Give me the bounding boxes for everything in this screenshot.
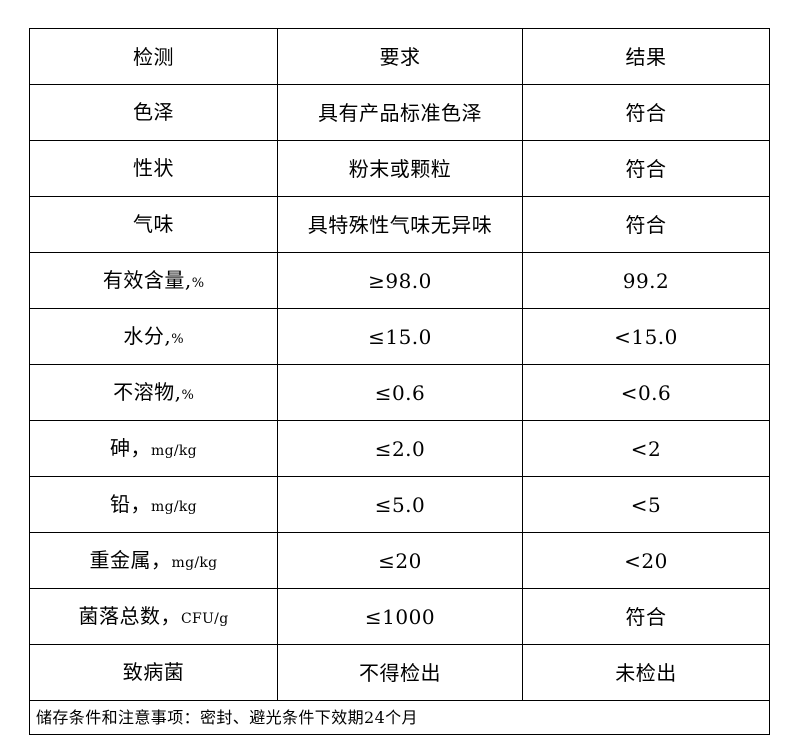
cell-requirement: ≤2.0 — [277, 420, 523, 477]
item-label: 致病菌 — [122, 660, 185, 685]
table-row: 有效含量,% ≥98.0 99.2 — [29, 252, 770, 309]
item-unit: mg/kg — [151, 499, 197, 516]
item-label: 水分, — [123, 324, 172, 349]
item-label: 铅， — [110, 492, 152, 517]
table-row: 重金属，mg/kg ≤20 <20 — [29, 532, 770, 589]
table-header-row: 检测 要求 结果 — [29, 28, 770, 85]
table-row: 色泽 具有产品标准色泽 符合 — [29, 84, 770, 141]
cell-result: 符合 — [522, 196, 770, 253]
table-row: 菌落总数，CFU/g ≤1000 符合 — [29, 588, 770, 645]
cell-requirement: 粉末或颗粒 — [277, 140, 523, 197]
cell-item: 气味 — [29, 196, 278, 253]
cell-requirement: 具特殊性气味无异味 — [277, 196, 523, 253]
item-unit: mg/kg — [171, 555, 218, 572]
item-label: 性状 — [133, 156, 174, 181]
item-label: 气味 — [133, 212, 174, 237]
cell-requirement: ≤5.0 — [277, 476, 523, 533]
cell-requirement: ≤1000 — [277, 588, 523, 645]
table-row: 铅，mg/kg ≤5.0 <5 — [29, 476, 770, 533]
cell-result: <0.6 — [522, 364, 770, 421]
cell-item: 性状 — [29, 140, 278, 197]
item-label: 砷， — [110, 436, 152, 461]
table-row: 水分,% ≤15.0 <15.0 — [29, 308, 770, 365]
cell-result: 符合 — [522, 140, 770, 197]
cell-item: 水分,% — [29, 308, 278, 365]
cell-result: 未检出 — [522, 644, 770, 701]
cell-item: 重金属，mg/kg — [29, 532, 278, 589]
item-label: 不溶物, — [113, 380, 182, 405]
cell-item: 不溶物,% — [29, 364, 278, 421]
cell-result: <2 — [522, 420, 770, 477]
cell-item: 铅，mg/kg — [29, 476, 278, 533]
cell-requirement: ≤20 — [277, 532, 523, 589]
table-row: 气味 具特殊性气味无异味 符合 — [29, 196, 770, 253]
cell-item: 有效含量,% — [29, 252, 278, 309]
item-label: 菌落总数， — [78, 604, 182, 629]
specification-table: 检测 要求 结果 色泽 具有产品标准色泽 符合 性状 粉末或颗粒 符合 气味 具… — [29, 28, 770, 735]
item-label: 色泽 — [133, 100, 174, 125]
cell-requirement: ≤15.0 — [277, 308, 523, 365]
item-unit: mg/kg — [151, 443, 197, 460]
cell-item: 致病菌 — [29, 644, 278, 701]
cell-result: 99.2 — [522, 252, 770, 309]
item-unit: CFU/g — [181, 611, 229, 628]
item-unit: % — [171, 332, 184, 348]
cell-result: 符合 — [522, 588, 770, 645]
cell-requirement: 具有产品标准色泽 — [277, 84, 523, 141]
table-row: 砷，mg/kg ≤2.0 <2 — [29, 420, 770, 477]
column-header-result: 结果 — [522, 28, 770, 85]
table-row: 性状 粉末或颗粒 符合 — [29, 140, 770, 197]
cell-requirement: 不得检出 — [277, 644, 523, 701]
cell-item: 砷，mg/kg — [29, 420, 278, 477]
item-label: 重金属， — [89, 548, 172, 573]
table-body: 检测 要求 结果 色泽 具有产品标准色泽 符合 性状 粉末或颗粒 符合 气味 具… — [29, 28, 770, 735]
cell-result: <5 — [522, 476, 770, 533]
cell-result: 符合 — [522, 84, 770, 141]
cell-requirement: ≥98.0 — [277, 252, 523, 309]
storage-conditions-note: 储存条件和注意事项：密封、避光条件下效期24个月 — [29, 700, 770, 735]
table-footer-row: 储存条件和注意事项：密封、避光条件下效期24个月 — [29, 700, 770, 735]
item-unit: % — [181, 388, 194, 404]
item-label: 有效含量, — [102, 268, 192, 293]
cell-result: <15.0 — [522, 308, 770, 365]
column-header-requirement: 要求 — [277, 28, 523, 85]
cell-item: 菌落总数，CFU/g — [29, 588, 278, 645]
table-row: 不溶物,% ≤0.6 <0.6 — [29, 364, 770, 421]
table-row: 致病菌 不得检出 未检出 — [29, 644, 770, 701]
cell-result: <20 — [522, 532, 770, 589]
cell-requirement: ≤0.6 — [277, 364, 523, 421]
cell-item: 色泽 — [29, 84, 278, 141]
column-header-item: 检测 — [29, 28, 278, 85]
item-unit: % — [191, 276, 205, 292]
